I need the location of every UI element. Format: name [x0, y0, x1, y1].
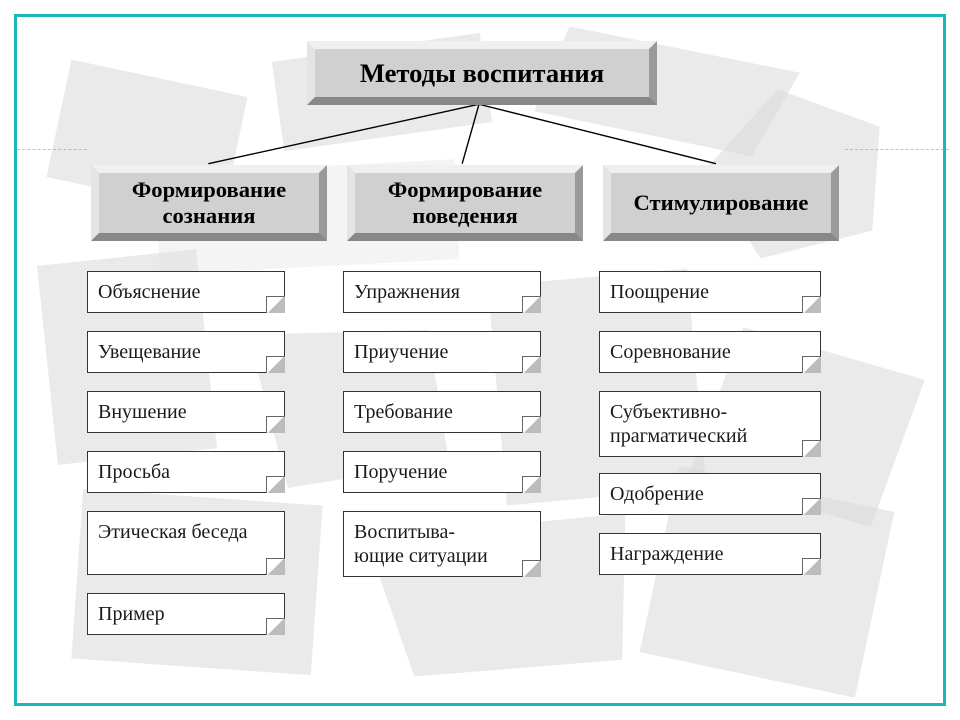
root-node: Методы воспитания — [307, 41, 657, 105]
list-item-label: Внушение — [98, 401, 187, 423]
decorative-rule — [845, 149, 949, 150]
list-item-label: Приучение — [354, 341, 448, 363]
list-item: Просьба — [87, 451, 285, 493]
list-item: Увещевание — [87, 331, 285, 373]
list-item: Поощрение — [599, 271, 821, 313]
list-item: Пример — [87, 593, 285, 635]
diagram-content: Методы воспитания Формирование сознания Об… — [17, 17, 943, 703]
list-item-label: Поощрение — [610, 281, 709, 303]
list-item-label: Пример — [98, 603, 165, 625]
branch-header-label: Формирование поведения — [388, 177, 542, 229]
list-item: Приучение — [343, 331, 541, 373]
list-item: Поручение — [343, 451, 541, 493]
list-item-label: Воспитыва- ющие ситуации — [354, 521, 488, 567]
list-item: Соревнование — [599, 331, 821, 373]
list-item: Упражнения — [343, 271, 541, 313]
branch-header-label: Стимулирование — [634, 190, 809, 216]
list-item: Требование — [343, 391, 541, 433]
branch-header-label: Формирование сознания — [132, 177, 286, 229]
list-item-label: Объяснение — [98, 281, 200, 303]
list-item: Награждение — [599, 533, 821, 575]
list-item: Воспитыва- ющие ситуации — [343, 511, 541, 577]
list-item-label: Упражнения — [354, 281, 460, 303]
list-item-label: Награждение — [610, 543, 724, 565]
decorative-rule — [17, 149, 87, 150]
list-item-label: Одобрение — [610, 483, 704, 505]
list-item-label: Поручение — [354, 461, 447, 483]
branch-header-behavior: Формирование поведения — [347, 165, 583, 241]
list-item-label: Просьба — [98, 461, 170, 483]
branch-header-stimulation: Стимулирование — [603, 165, 839, 241]
list-item: Субъективно-прагматический — [599, 391, 821, 457]
list-item: Одобрение — [599, 473, 821, 515]
list-item-label: Соревнование — [610, 341, 731, 363]
frame: Методы воспитания Формирование сознания Об… — [14, 14, 946, 706]
list-item: Объяснение — [87, 271, 285, 313]
list-item-label: Субъективно-прагматический — [610, 401, 747, 447]
list-item-label: Этическая беседа — [98, 521, 248, 543]
list-item-label: Увещевание — [98, 341, 201, 363]
root-label: Методы воспитания — [360, 58, 604, 89]
list-item: Этическая беседа — [87, 511, 285, 575]
branch-header-consciousness: Формирование сознания — [91, 165, 327, 241]
list-item-label: Требование — [354, 401, 453, 423]
list-item: Внушение — [87, 391, 285, 433]
